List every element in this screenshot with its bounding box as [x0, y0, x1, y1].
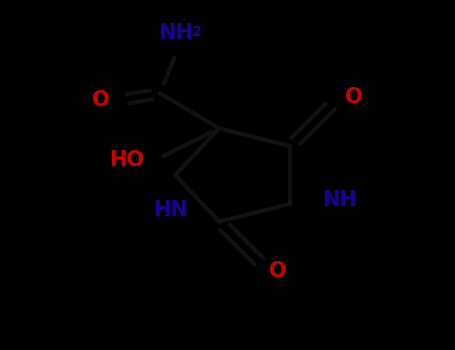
Text: HO: HO	[109, 150, 144, 170]
Text: NH: NH	[159, 23, 193, 43]
Text: HN: HN	[153, 199, 188, 219]
Text: O: O	[92, 90, 110, 110]
Text: O: O	[269, 261, 287, 281]
Text: NH: NH	[322, 190, 357, 210]
Text: 2: 2	[192, 25, 201, 39]
Text: O: O	[345, 87, 363, 107]
